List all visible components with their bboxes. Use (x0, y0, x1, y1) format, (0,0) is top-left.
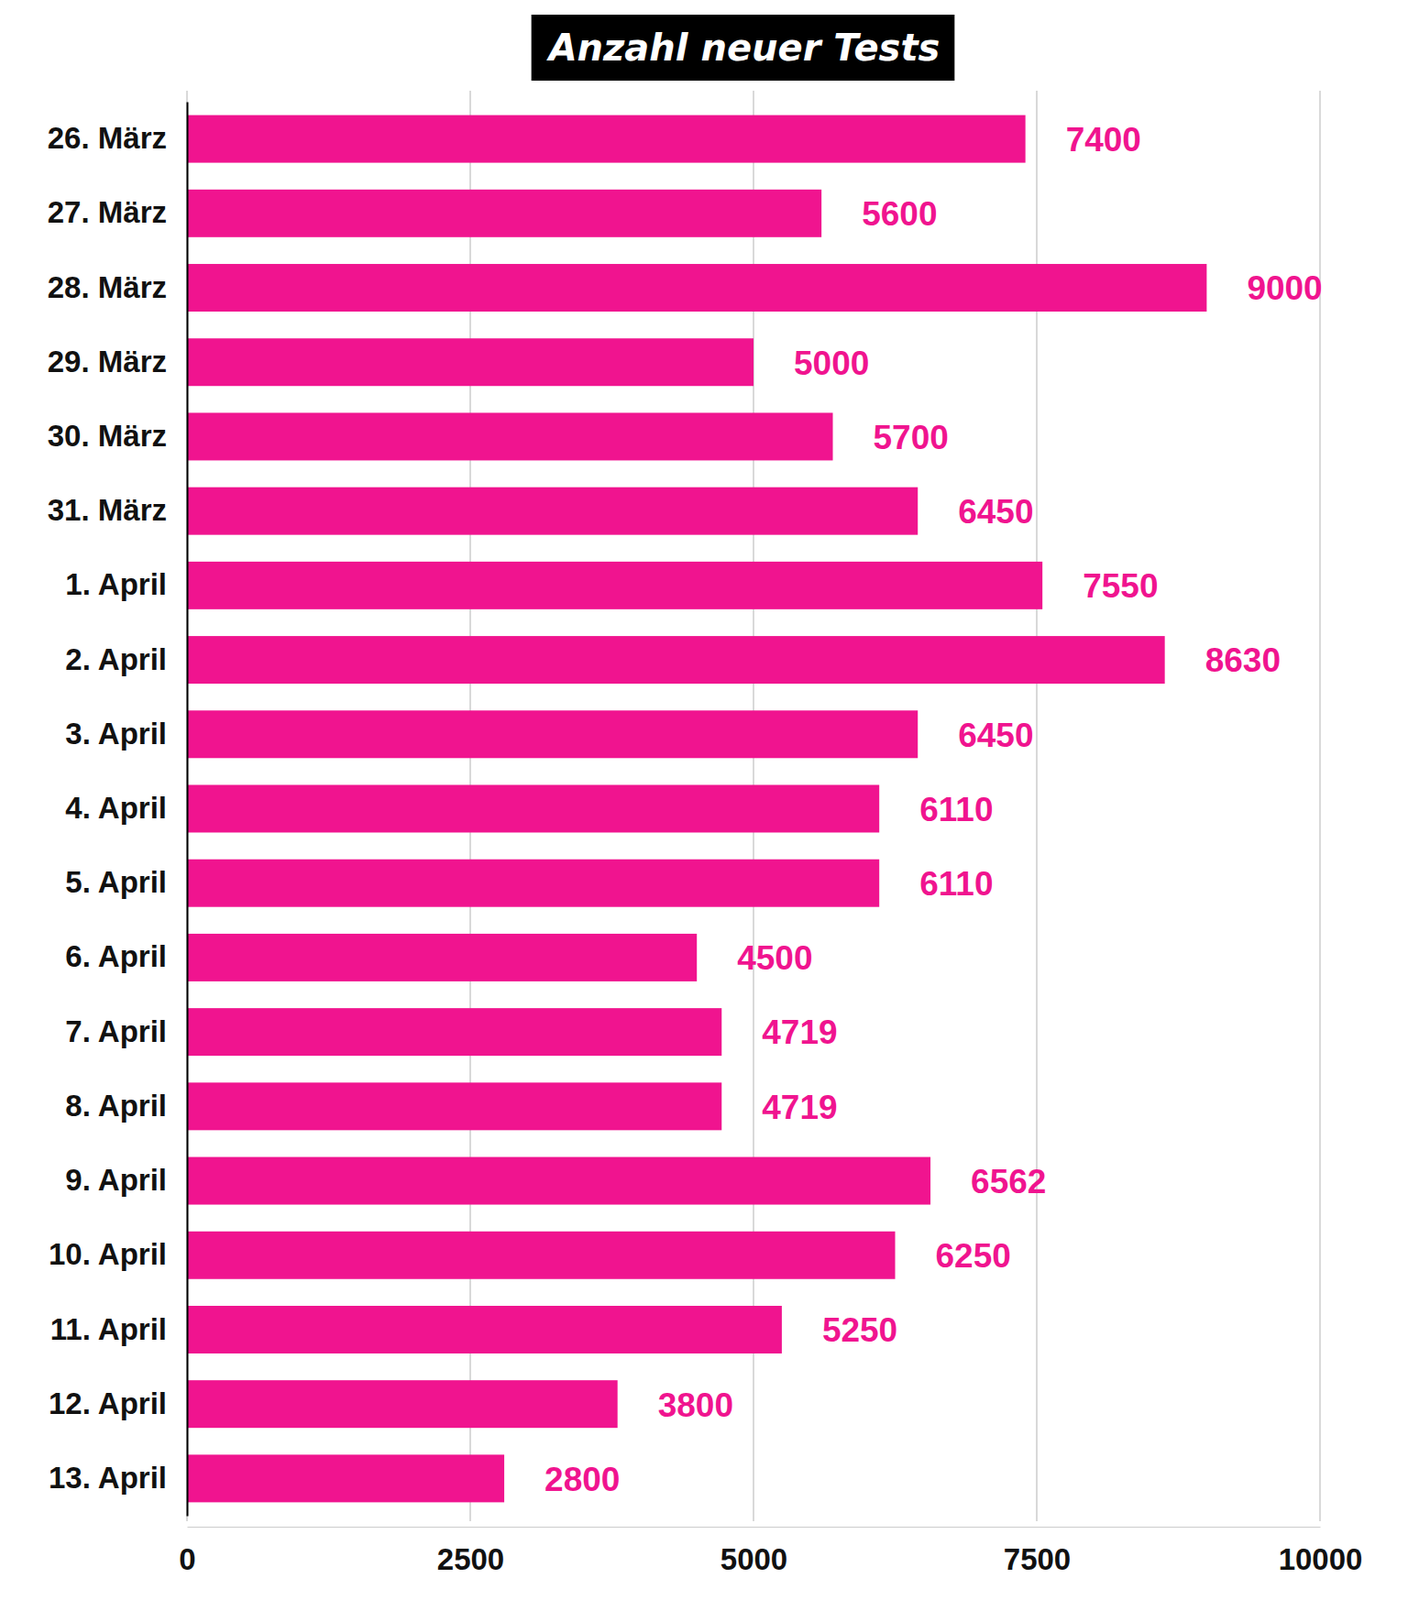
bar (187, 859, 880, 908)
y-tick-label: 5. April (65, 865, 167, 900)
title: Anzahl neuer Tests (546, 26, 941, 69)
bar (187, 487, 918, 536)
y-tick-label: 7. April (65, 1014, 167, 1049)
plot: 0 2500 5000 7500 10000 26. März 27. März 28. Mä… (47, 90, 1364, 1577)
x-tick: 10000 (1278, 1527, 1364, 1577)
data-label: 6562 (970, 1163, 1046, 1201)
y-tick-label: 12. April (48, 1386, 167, 1421)
y-tick: 8. April (65, 1089, 167, 1123)
y-tick-label: 8. April (65, 1089, 167, 1123)
bar (187, 1008, 722, 1056)
y-tick: 29. März (47, 344, 167, 379)
bar (187, 1306, 782, 1354)
grid (187, 90, 1320, 1522)
y-tick-label: 10. April (48, 1237, 167, 1272)
y-tick: 26. März (47, 121, 167, 155)
x-tick-label: 7500 (1003, 1542, 1071, 1577)
y-tick: 2. April (65, 642, 167, 677)
data-label: 4500 (737, 939, 813, 978)
y-tick: 5. April (65, 865, 167, 900)
x-tick-label: 5000 (720, 1542, 788, 1577)
y-tick-label: 26. März (47, 121, 167, 155)
bar (187, 412, 834, 461)
y-tick: 6. April (65, 939, 167, 974)
y-tick-label: 27. März (47, 195, 167, 230)
title-group: Anzahl neuer Tests (531, 14, 956, 81)
y-tick-label: 30. März (47, 418, 167, 453)
y-tick-label: 31. März (47, 493, 167, 528)
y-tick-label: 29. März (47, 344, 167, 379)
data-label: 7550 (1082, 567, 1158, 605)
data-label: 5000 (793, 344, 869, 383)
y-axis: 26. März 27. März 28. März 29. März 30. März… (47, 102, 188, 1518)
x-tick: 7500 (1003, 1527, 1071, 1577)
data-label: 4719 (761, 1089, 837, 1127)
bar (187, 1454, 505, 1503)
y-tick-label: 3. April (65, 716, 167, 751)
y-tick: 30. März (47, 418, 167, 453)
bar (187, 1082, 722, 1131)
y-tick: 10. April (48, 1237, 167, 1272)
y-tick: 1. April (65, 567, 167, 602)
data-label: 8630 (1205, 641, 1281, 680)
y-tick: 4. April (65, 791, 167, 825)
grid-line (186, 90, 188, 1522)
data-label: 2800 (544, 1461, 620, 1499)
y-tick: 7. April (65, 1014, 167, 1049)
bar (187, 1157, 931, 1206)
y-tick: 9. April (65, 1163, 167, 1198)
x-tick-label: 10000 (1278, 1542, 1364, 1577)
chart: 0 2500 5000 7500 10000 26. März 27. März 28. Mä… (0, 0, 1408, 1600)
data-label: 3800 (658, 1386, 734, 1425)
bars (187, 115, 1207, 1504)
y-tick: 13. April (48, 1461, 167, 1496)
data-label: 6250 (935, 1237, 1012, 1276)
x-tick: 2500 (437, 1527, 505, 1577)
data-label: 5700 (873, 418, 949, 457)
x-tick-label: 0 (178, 1542, 196, 1577)
x-axis: 0 2500 5000 7500 10000 (178, 1527, 1363, 1577)
bar (187, 264, 1207, 312)
y-tick-label: 1. April (65, 567, 167, 602)
bar (187, 338, 754, 386)
data-label: 5600 (861, 195, 937, 233)
y-axis-line (187, 102, 189, 1518)
y-tick-label: 4. April (65, 791, 167, 825)
y-tick: 31. März (47, 493, 167, 528)
data-label: 6450 (957, 493, 1034, 531)
y-tick: 3. April (65, 716, 167, 751)
y-tick-label: 13. April (48, 1461, 167, 1496)
y-tick-label: 28. März (47, 270, 167, 305)
data-label: 6450 (957, 716, 1034, 755)
data-label: 6110 (919, 865, 993, 903)
y-tick-label: 9. April (65, 1163, 167, 1198)
y-tick: 11. April (50, 1312, 167, 1347)
y-tick-label: 6. April (65, 939, 167, 974)
y-tick-label: 11. April (50, 1312, 167, 1347)
x-tick: 5000 (720, 1527, 788, 1577)
bar (187, 115, 1026, 164)
data-label: 4719 (761, 1013, 837, 1052)
data-label: 7400 (1066, 121, 1142, 159)
y-tick: 12. April (48, 1386, 167, 1421)
bar (187, 710, 918, 759)
bar (187, 1232, 896, 1280)
bar (187, 636, 1166, 684)
data-label: 5250 (822, 1311, 898, 1350)
bar (187, 189, 822, 238)
data-label: 9000 (1246, 269, 1322, 308)
data-label: 6110 (919, 791, 993, 829)
bar (187, 561, 1043, 610)
y-tick: 27. März (47, 195, 167, 230)
bar (187, 934, 697, 982)
x-axis-line (187, 1527, 1321, 1529)
bar (187, 1380, 618, 1429)
y-tick-label: 2. April (65, 642, 167, 677)
x-tick: 0 (178, 1527, 196, 1577)
bar (187, 785, 880, 834)
y-tick: 28. März (47, 270, 167, 305)
data-labels: 7400560090005000570064507550863064506110… (544, 121, 1323, 1499)
x-tick-label: 2500 (437, 1542, 505, 1577)
title-box (531, 14, 956, 81)
